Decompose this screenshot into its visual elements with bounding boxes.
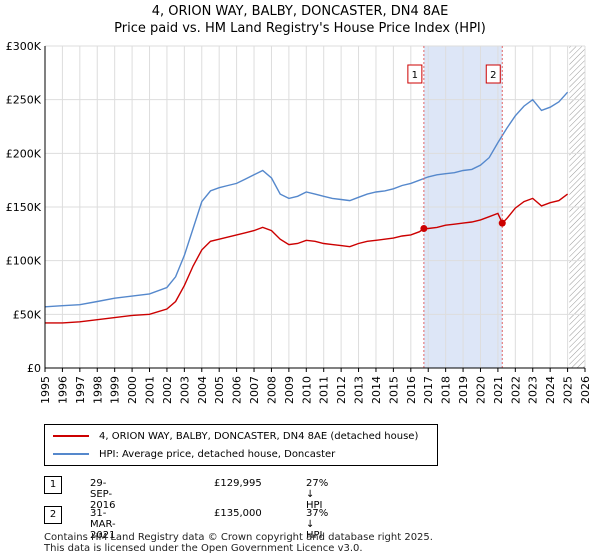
legend-item-hpi: HPI: Average price, detached house, Donc… — [53, 446, 335, 462]
sale-marker-label: 1 — [412, 70, 418, 81]
sale-point — [420, 224, 428, 232]
transaction-number: 2 — [44, 506, 62, 524]
x-tick-label: 2010 — [300, 376, 313, 404]
y-tick-label: £200K — [6, 147, 42, 160]
sale-marker-label: 2 — [490, 70, 496, 81]
x-tick-label: 2000 — [126, 376, 139, 404]
chart-subtitle: Price paid vs. HM Land Registry's House … — [114, 21, 486, 36]
x-tick-label: 2003 — [178, 376, 191, 404]
x-tick-label: 2022 — [509, 376, 522, 404]
x-tick-label: 2006 — [231, 376, 244, 404]
price-chart: 1 2 £0 £50K £100K £150K £200K £250K £300K 1995 19… — [6, 40, 592, 404]
x-tick-label: 2025 — [562, 376, 575, 404]
chart-title: 4, ORION WAY, BALBY, DONCASTER, DN4 8AE — [151, 4, 449, 19]
x-tick-label: 2016 — [405, 376, 418, 404]
transaction-price: £129,995 — [214, 478, 262, 489]
x-tick-label: 2004 — [196, 376, 209, 404]
x-tick-label: 1998 — [91, 376, 104, 404]
x-tick-label: 2007 — [248, 376, 261, 404]
transaction-hpi-diff: 37% ↓ HPI — [306, 508, 329, 541]
y-tick-label: £300K — [6, 40, 42, 53]
legend-label-price: 4, ORION WAY, BALBY, DONCASTER, DN4 8AE … — [99, 430, 419, 442]
x-tick-label: 2026 — [579, 376, 592, 404]
legend-swatch-hpi — [53, 453, 89, 455]
x-tick-label: 2001 — [144, 376, 157, 404]
x-tick-label: 2013 — [353, 376, 366, 404]
transaction-number: 1 — [44, 476, 62, 494]
x-tick-label: 1997 — [74, 376, 87, 404]
legend-label-hpi: HPI: Average price, detached house, Donc… — [99, 448, 336, 460]
x-tick-label: 2020 — [474, 376, 487, 404]
transaction-date: 31-MAR-2021 — [90, 508, 116, 541]
legend-item-price: 4, ORION WAY, BALBY, DONCASTER, DN4 8AE … — [53, 428, 418, 444]
x-tick-label: 2019 — [457, 376, 470, 404]
x-tick-label: 1996 — [56, 376, 69, 404]
hpi-line — [44, 91, 569, 308]
y-tick-label: £250K — [6, 94, 42, 107]
x-tick-label: 2005 — [213, 376, 226, 404]
x-tick-label: 2008 — [265, 376, 278, 404]
legend: 4, ORION WAY, BALBY, DONCASTER, DN4 8AE … — [44, 424, 438, 466]
sale-point — [498, 219, 506, 227]
x-tick-label: 2024 — [544, 376, 557, 404]
x-tick-label: 2015 — [387, 376, 400, 404]
x-tick-label: 2009 — [283, 376, 296, 404]
x-tick-label: 1999 — [109, 376, 122, 404]
footer-copyright: Contains HM Land Registry data © Crown c… — [44, 532, 433, 543]
x-tick-label: 2023 — [527, 376, 540, 404]
x-tick-label: 2018 — [440, 376, 453, 404]
x-tick-label: 2014 — [370, 376, 383, 404]
sale-marker-box — [407, 64, 423, 84]
sale-marker-box — [485, 64, 501, 84]
x-tick-label: 2021 — [492, 376, 505, 404]
transaction-hpi-diff: 27% ↓ HPI — [306, 478, 329, 511]
x-tick-label: 2012 — [335, 376, 348, 404]
x-tick-label: 2011 — [318, 376, 331, 404]
y-tick-label: £150K — [6, 201, 42, 214]
transaction-price: £135,000 — [214, 508, 262, 519]
x-tick-label: 1995 — [39, 376, 52, 404]
y-tick-label: £50K — [13, 308, 42, 321]
legend-swatch-price — [53, 435, 89, 437]
x-tick-label: 2017 — [422, 376, 435, 404]
transaction-date: 29-SEP-2016 — [90, 478, 116, 511]
y-tick-label: £100K — [6, 255, 42, 268]
x-tick-label: 2002 — [161, 376, 174, 404]
y-tick-label: £0 — [27, 362, 41, 375]
footer-license: This data is licensed under the Open Gov… — [44, 543, 363, 554]
price-paid-line — [45, 193, 569, 324]
